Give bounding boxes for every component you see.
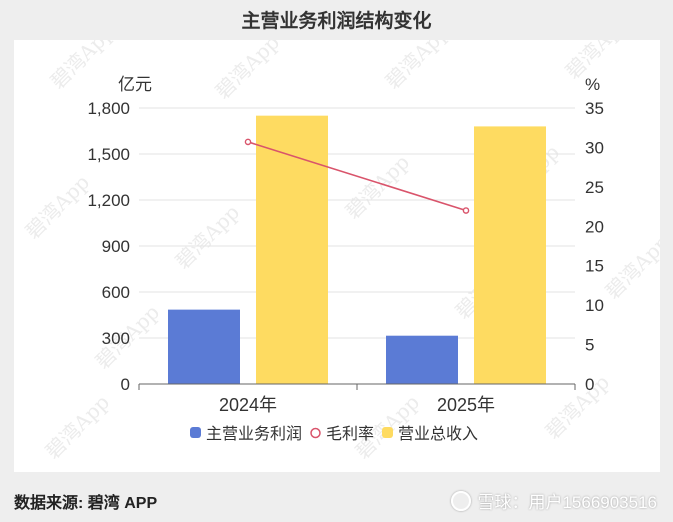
- y-right-tick-label: 15: [585, 257, 604, 276]
- x-tick-label: 2025年: [437, 395, 495, 415]
- legend-swatch: [190, 427, 201, 438]
- background-watermark: 碧湾App: [381, 40, 455, 94]
- background-watermark: 碧湾App: [41, 390, 115, 464]
- y-right-tick-label: 10: [585, 296, 604, 315]
- background-watermark: 碧湾App: [21, 170, 95, 244]
- y-left-tick-label: 300: [102, 329, 130, 348]
- gross-margin-point: [462, 207, 470, 214]
- background-watermark: 碧湾App: [211, 40, 285, 104]
- y-right-tick-label: 5: [585, 336, 594, 355]
- y-left-tick-label: 1,200: [87, 191, 130, 210]
- xueqiu-logo-icon: [451, 491, 472, 511]
- bar-total-revenue: [474, 126, 546, 385]
- legend-swatch: [382, 427, 393, 438]
- legend-label: 毛利率: [326, 425, 374, 443]
- y-left-tick-label: 900: [102, 237, 130, 256]
- y-left-tick-label: 0: [121, 375, 130, 394]
- chart-title: 主营业务利润结构变化: [241, 11, 432, 32]
- bar-total-revenue: [256, 115, 328, 385]
- y-right-tick-label: 35: [585, 99, 604, 118]
- bar-main-profit: [168, 309, 240, 384]
- y-right-tick-label: 20: [585, 217, 604, 236]
- chart-panel: 碧湾App 碧湾App 碧湾App 碧湾App 碧湾App 碧湾App 碧湾App 碧湾App…: [14, 40, 660, 472]
- legend-swatch: [310, 427, 321, 439]
- y-left-tick-label: 1,800: [87, 99, 130, 118]
- y-right-tick-label: 30: [585, 138, 604, 157]
- y-right-tick-label: 0: [585, 375, 594, 394]
- y-right-tick-label: 25: [585, 178, 604, 197]
- gross-margin-line: [247, 141, 467, 212]
- background-watermark: 碧湾App: [46, 40, 120, 94]
- legend-label: 营业总收入: [398, 425, 478, 443]
- legend-label: 主营业务利润: [206, 425, 302, 443]
- y-right-unit: %: [585, 75, 600, 94]
- watermark-text: 雪球：用户1566903516: [477, 493, 657, 512]
- background-watermark: 碧湾App: [541, 370, 615, 444]
- y-left-unit: 亿元: [118, 75, 152, 94]
- xueqiu-watermark: 雪球：用户1566903516: [451, 488, 657, 513]
- gross-margin-point: [244, 138, 252, 146]
- chart-svg: 碧湾App 碧湾App 碧湾App 碧湾App 碧湾App 碧湾App 碧湾App 碧湾App…: [21, 40, 660, 464]
- bar-main-profit: [386, 335, 458, 384]
- background-watermark: 碧湾App: [341, 150, 415, 224]
- y-left-tick-label: 600: [102, 283, 130, 302]
- data-source-note: 数据来源: 碧湾 APP: [14, 495, 158, 512]
- x-tick-label: 2024年: [219, 395, 277, 415]
- background-watermark: 碧湾App: [171, 200, 245, 274]
- background-watermark: 碧湾App: [601, 230, 660, 304]
- y-left-tick-label: 1,500: [87, 145, 130, 164]
